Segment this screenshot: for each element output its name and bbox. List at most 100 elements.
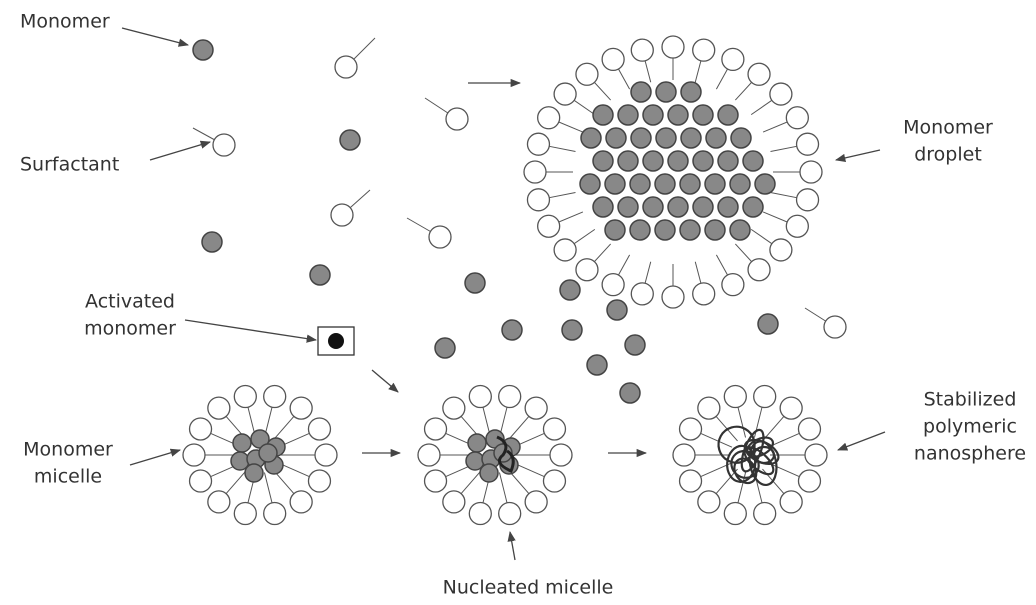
monomer bbox=[259, 444, 277, 462]
monomer bbox=[468, 434, 486, 452]
monomer bbox=[605, 174, 625, 194]
monomer bbox=[681, 128, 701, 148]
monomer bbox=[655, 174, 675, 194]
surfactant-head bbox=[724, 386, 746, 408]
surfactant-head bbox=[524, 161, 546, 183]
arrow bbox=[372, 370, 398, 392]
surfactant-head bbox=[673, 444, 695, 466]
monomer bbox=[758, 314, 778, 334]
surfactant-head bbox=[527, 189, 549, 211]
monomer bbox=[340, 130, 360, 150]
surfactant-head bbox=[748, 259, 770, 281]
monomer bbox=[718, 105, 738, 125]
monomer bbox=[731, 128, 751, 148]
surfactant-head bbox=[798, 418, 820, 440]
surfactant-head bbox=[264, 386, 286, 408]
surfactant-head bbox=[290, 491, 312, 513]
surfactant-head bbox=[576, 63, 598, 85]
surfactant-head bbox=[798, 470, 820, 492]
monomer bbox=[680, 174, 700, 194]
monomer bbox=[587, 355, 607, 375]
surfactant-head bbox=[525, 491, 547, 513]
surfactant-head bbox=[234, 386, 256, 408]
monomer bbox=[560, 280, 580, 300]
monomer bbox=[630, 174, 650, 194]
surfactant-head bbox=[525, 397, 547, 419]
surfactant-head bbox=[797, 133, 819, 155]
monomer bbox=[581, 128, 601, 148]
surfactant-head bbox=[469, 502, 491, 524]
monomer bbox=[706, 128, 726, 148]
surfactant-head bbox=[780, 491, 802, 513]
surfactant-head bbox=[543, 470, 565, 492]
surfactant-head bbox=[469, 386, 491, 408]
shapes bbox=[183, 36, 846, 524]
label: Stabilized bbox=[924, 389, 1017, 411]
monomer bbox=[643, 105, 663, 125]
label: micelle bbox=[34, 466, 102, 488]
monomer bbox=[202, 232, 222, 252]
monomer bbox=[655, 220, 675, 240]
surfactant-head bbox=[315, 444, 337, 466]
surfactant-head bbox=[208, 397, 230, 419]
arrow bbox=[130, 450, 180, 465]
surfactant-head bbox=[748, 63, 770, 85]
diagram: MonomerSurfactantMonomerdropletActivated… bbox=[0, 0, 1036, 605]
monomer bbox=[618, 105, 638, 125]
surfactant-head bbox=[797, 189, 819, 211]
arrow bbox=[510, 532, 515, 560]
surfactant-head bbox=[786, 215, 808, 237]
surfactant-head bbox=[190, 418, 212, 440]
monomer bbox=[681, 82, 701, 102]
surfactant-head bbox=[554, 83, 576, 105]
surfactant-head bbox=[693, 39, 715, 61]
surfactant-head bbox=[499, 502, 521, 524]
monomer bbox=[656, 82, 676, 102]
surfactant-head bbox=[335, 56, 357, 78]
surfactant-head bbox=[443, 491, 465, 513]
surfactant-head bbox=[443, 397, 465, 419]
monomer bbox=[730, 174, 750, 194]
labels: MonomerSurfactantMonomerdropletActivated… bbox=[20, 11, 1026, 599]
surfactant-head bbox=[680, 418, 702, 440]
arrow bbox=[836, 150, 880, 160]
monomer bbox=[668, 105, 688, 125]
surfactant-head bbox=[662, 286, 684, 308]
surfactant-head bbox=[446, 108, 468, 130]
surfactant-head bbox=[824, 316, 846, 338]
monomer bbox=[631, 82, 651, 102]
monomer bbox=[631, 128, 651, 148]
label: droplet bbox=[914, 144, 982, 166]
monomer bbox=[743, 197, 763, 217]
surfactant-head bbox=[527, 133, 549, 155]
activated-monomer bbox=[328, 333, 344, 349]
monomer bbox=[593, 197, 613, 217]
monomer bbox=[625, 335, 645, 355]
surfactant-head bbox=[786, 107, 808, 129]
surfactant-head bbox=[331, 204, 353, 226]
surfactant-head bbox=[693, 283, 715, 305]
surfactant-head bbox=[425, 470, 447, 492]
surfactant-head bbox=[208, 491, 230, 513]
surfactant-head bbox=[631, 39, 653, 61]
monomer bbox=[693, 151, 713, 171]
monomer bbox=[435, 338, 455, 358]
surfactant-head bbox=[554, 239, 576, 261]
monomer bbox=[680, 220, 700, 240]
monomer bbox=[668, 151, 688, 171]
surfactant-head bbox=[770, 83, 792, 105]
monomer bbox=[502, 320, 522, 340]
surfactant-head bbox=[290, 397, 312, 419]
monomer bbox=[593, 151, 613, 171]
monomer bbox=[245, 464, 263, 482]
surfactant-head bbox=[662, 36, 684, 58]
surfactant-head bbox=[183, 444, 205, 466]
monomer bbox=[693, 105, 713, 125]
monomer bbox=[465, 273, 485, 293]
surfactant-head bbox=[698, 491, 720, 513]
monomer bbox=[755, 174, 775, 194]
monomer bbox=[620, 383, 640, 403]
monomer bbox=[618, 197, 638, 217]
monomer bbox=[643, 151, 663, 171]
surfactant-head bbox=[780, 397, 802, 419]
